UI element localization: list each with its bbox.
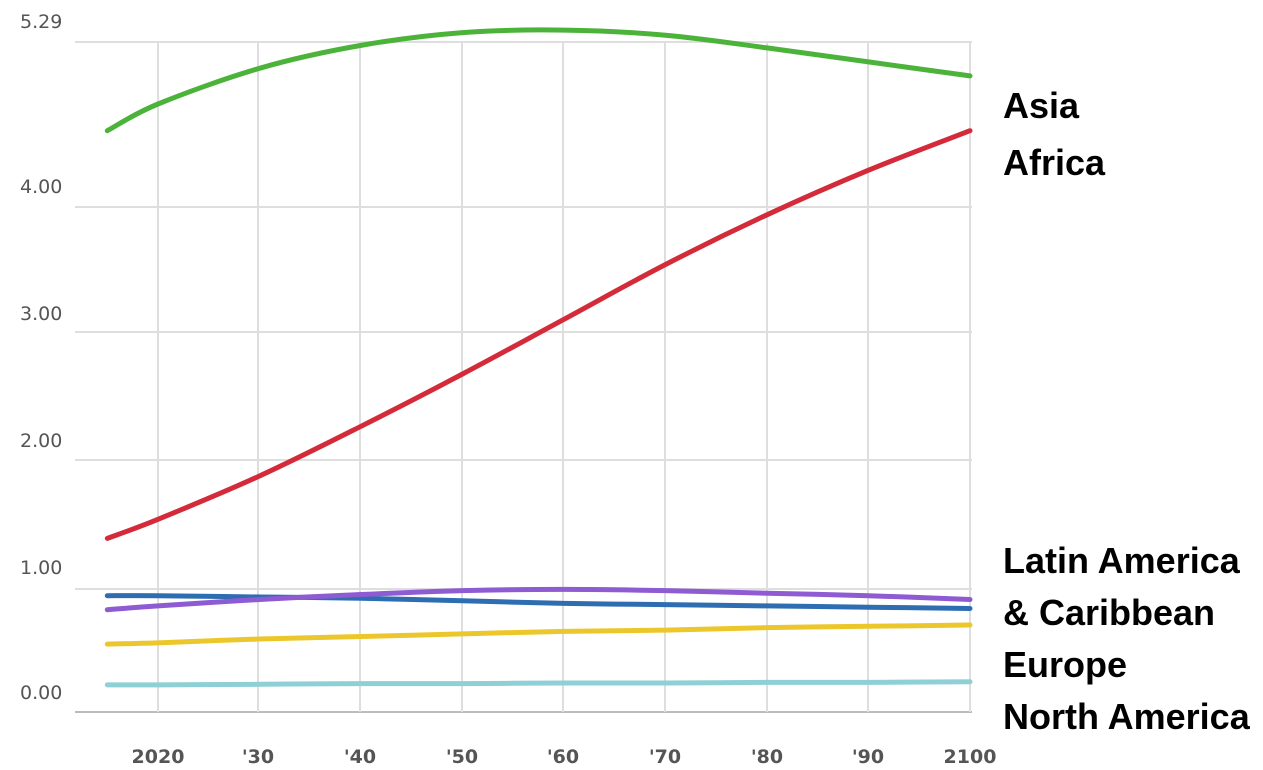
x-tick-label: 2100 xyxy=(944,746,997,768)
x-tick-label: '70 xyxy=(649,746,681,768)
legend-label: Africa xyxy=(1003,142,1106,183)
series-line-asia xyxy=(104,27,973,134)
legend-label: Europe xyxy=(1003,644,1127,685)
y-tick-label: 5.29 xyxy=(20,11,62,33)
series-line-north-america xyxy=(104,679,973,688)
y-tick-label: 0.00 xyxy=(20,682,62,704)
x-tick-label: '30 xyxy=(242,746,274,768)
series-line-africa xyxy=(104,128,973,541)
y-tick-label: 4.00 xyxy=(20,176,62,198)
series-line-latin-america-caribbean xyxy=(104,586,973,613)
legend-label: & Caribbean xyxy=(1003,592,1215,633)
y-tick-label: 1.00 xyxy=(20,557,62,579)
x-tick-label: '90 xyxy=(852,746,884,768)
y-tick-label: 3.00 xyxy=(20,303,62,325)
legend-label: Latin America xyxy=(1003,540,1241,581)
legend-label: Asia xyxy=(1003,85,1080,126)
x-tick-label: 2020 xyxy=(132,746,185,768)
x-tick-label: '60 xyxy=(547,746,579,768)
y-tick-label: 2.00 xyxy=(20,430,62,452)
series-line-unlabeled xyxy=(104,622,973,647)
series-line-europe xyxy=(104,593,973,611)
x-tick-label: '80 xyxy=(751,746,783,768)
series-lines xyxy=(104,27,973,688)
legend-label: North America xyxy=(1003,696,1251,737)
grid xyxy=(75,41,972,713)
x-tick-label: '50 xyxy=(446,746,478,768)
tick-labels: 0.00 1.00 2.00 3.00 4.00 5.29 2020 '30 '40 '50 '60… xyxy=(20,11,996,768)
x-tick-label: '40 xyxy=(344,746,376,768)
legend: Asia Africa Latin America & Caribbean Europe… xyxy=(1003,85,1251,737)
